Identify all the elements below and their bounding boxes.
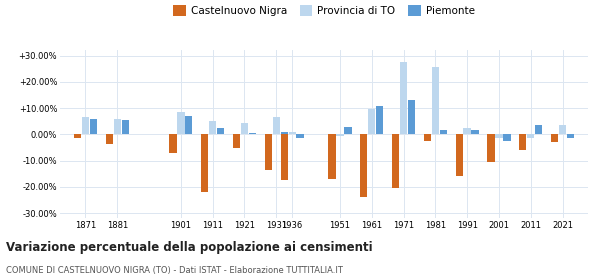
- Bar: [201, 134, 208, 192]
- Bar: [567, 134, 574, 138]
- Bar: [113, 119, 121, 134]
- Bar: [344, 127, 352, 134]
- Bar: [431, 67, 439, 134]
- Bar: [535, 125, 542, 134]
- Bar: [495, 134, 503, 138]
- Text: Variazione percentuale della popolazione ai censimenti: Variazione percentuale della popolazione…: [6, 241, 373, 254]
- Bar: [289, 132, 296, 134]
- Bar: [272, 117, 280, 134]
- Bar: [440, 130, 447, 134]
- Bar: [424, 134, 431, 141]
- Bar: [472, 130, 479, 134]
- Bar: [241, 123, 248, 134]
- Bar: [463, 128, 471, 134]
- Bar: [296, 134, 304, 138]
- Bar: [519, 134, 526, 150]
- Bar: [265, 134, 272, 170]
- Bar: [487, 134, 494, 162]
- Bar: [90, 119, 97, 134]
- Bar: [392, 134, 399, 188]
- Bar: [185, 116, 193, 134]
- Bar: [328, 134, 335, 179]
- Bar: [106, 134, 113, 144]
- Bar: [249, 133, 256, 134]
- Bar: [368, 109, 376, 134]
- Bar: [209, 121, 217, 134]
- Bar: [360, 134, 367, 197]
- Bar: [82, 117, 89, 134]
- Bar: [336, 134, 344, 136]
- Bar: [281, 132, 288, 134]
- Bar: [217, 128, 224, 134]
- Bar: [74, 134, 81, 138]
- Bar: [376, 106, 383, 134]
- Bar: [400, 62, 407, 134]
- Bar: [527, 134, 535, 138]
- Bar: [177, 112, 185, 134]
- Bar: [455, 134, 463, 176]
- Bar: [233, 134, 240, 148]
- Bar: [503, 134, 511, 141]
- Legend: Castelnuovo Nigra, Provincia di TO, Piemonte: Castelnuovo Nigra, Provincia di TO, Piem…: [173, 5, 475, 16]
- Bar: [281, 134, 288, 180]
- Text: COMUNE DI CASTELNUOVO NIGRA (TO) - Dati ISTAT - Elaborazione TUTTITALIA.IT: COMUNE DI CASTELNUOVO NIGRA (TO) - Dati …: [6, 266, 343, 275]
- Bar: [122, 120, 129, 134]
- Bar: [551, 134, 558, 142]
- Bar: [559, 125, 566, 134]
- Bar: [169, 134, 176, 153]
- Bar: [408, 100, 415, 134]
